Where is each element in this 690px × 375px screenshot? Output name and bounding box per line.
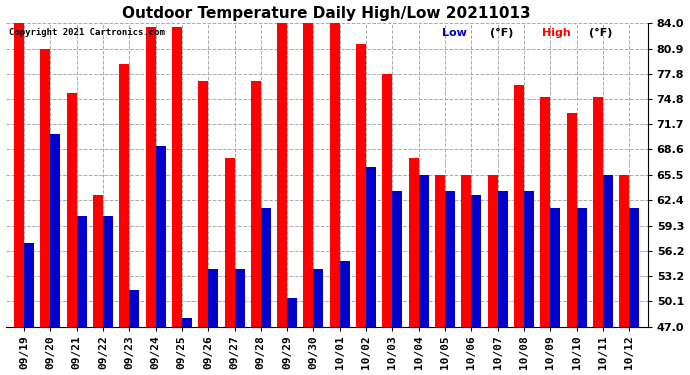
Bar: [24, 243, 34, 327]
Bar: [393, 191, 402, 327]
Bar: [14, 23, 24, 327]
Bar: [551, 208, 560, 327]
Bar: [93, 195, 103, 327]
Bar: [67, 93, 77, 327]
Bar: [40, 48, 50, 327]
Bar: [577, 208, 586, 327]
Bar: [287, 298, 297, 327]
Bar: [471, 195, 482, 327]
Bar: [119, 64, 129, 327]
Bar: [566, 113, 577, 327]
Bar: [235, 269, 244, 327]
Title: Outdoor Temperature Daily High/Low 20211013: Outdoor Temperature Daily High/Low 20211…: [122, 6, 531, 21]
Bar: [514, 85, 524, 327]
Text: Copyright 2021 Cartronics.com: Copyright 2021 Cartronics.com: [9, 28, 165, 37]
Text: High: High: [542, 28, 571, 38]
Bar: [146, 27, 155, 327]
Text: (°F): (°F): [589, 28, 612, 38]
Bar: [356, 44, 366, 327]
Bar: [366, 166, 376, 327]
Bar: [603, 175, 613, 327]
Bar: [77, 216, 87, 327]
Bar: [497, 191, 508, 327]
Bar: [593, 97, 603, 327]
Bar: [445, 191, 455, 327]
Bar: [50, 134, 60, 327]
Bar: [182, 318, 192, 327]
Bar: [419, 175, 428, 327]
Bar: [462, 175, 471, 327]
Bar: [172, 27, 182, 327]
Bar: [339, 261, 350, 327]
Text: (°F): (°F): [491, 28, 514, 38]
Bar: [208, 269, 218, 327]
Bar: [619, 175, 629, 327]
Bar: [224, 159, 235, 327]
Bar: [524, 191, 534, 327]
Bar: [304, 23, 313, 327]
Bar: [629, 208, 639, 327]
Bar: [198, 81, 208, 327]
Bar: [435, 175, 445, 327]
Bar: [277, 19, 287, 327]
Bar: [261, 208, 270, 327]
Bar: [313, 269, 324, 327]
Bar: [540, 97, 551, 327]
Bar: [251, 81, 261, 327]
Text: Low: Low: [442, 28, 467, 38]
Bar: [103, 216, 113, 327]
Bar: [129, 290, 139, 327]
Bar: [330, 19, 339, 327]
Bar: [155, 146, 166, 327]
Bar: [488, 175, 497, 327]
Bar: [408, 159, 419, 327]
Bar: [382, 74, 393, 327]
